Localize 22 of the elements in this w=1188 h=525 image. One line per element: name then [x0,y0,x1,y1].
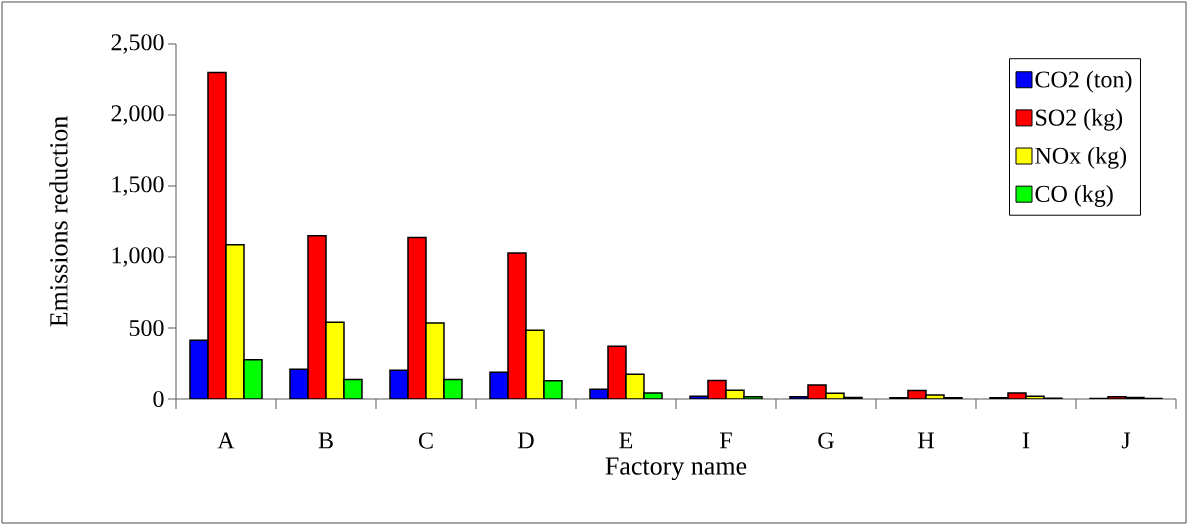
x-tick-label: E [619,432,633,449]
y-axis-title: Emissions reduction [49,116,68,327]
legend-label: SO2 (kg) [1036,108,1123,131]
x-tick-label: B [318,432,333,449]
x-tick-label: D [518,432,534,449]
y-tick-label: 1,500 [112,176,164,196]
y-tick-label: 2,500 [111,34,164,54]
y-tick-label: 1,000 [112,247,164,267]
x-tick-label: G [818,432,834,449]
legend-label: CO (kg) [1035,185,1113,207]
legend-label: NOx (kg) [1035,146,1127,169]
x-tick-label: A [217,432,235,449]
x-tick-label: C [418,432,433,449]
y-tick-label: 0 [153,390,164,408]
y-tick-label: 2,000 [111,105,164,125]
x-tick-label: F [720,432,732,449]
x-tick-label: J [1121,432,1131,449]
x-axis-title: Factory name [605,457,747,481]
x-tick-label: H [918,432,934,449]
y-tick-label: 500 [129,319,164,337]
x-tick-label: I [1022,432,1030,449]
legend-label: CO2 (ton) [1035,70,1132,93]
